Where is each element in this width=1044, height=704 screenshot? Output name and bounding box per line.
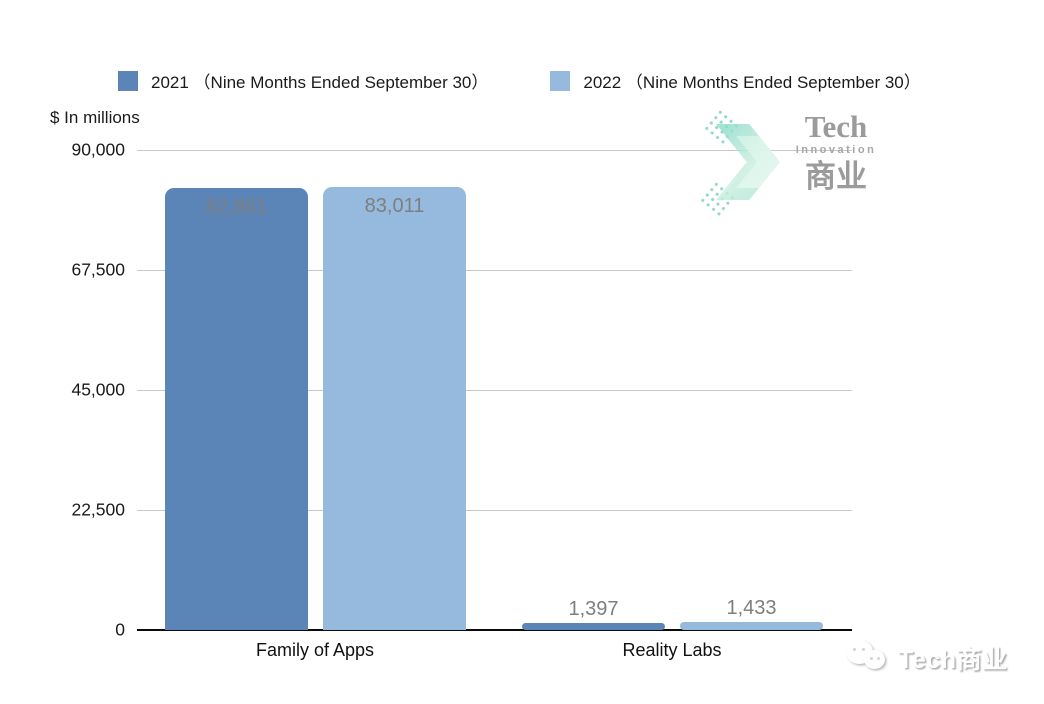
gridline-22500	[137, 510, 852, 511]
bar-value-reality-labs-2021: 1,397	[568, 597, 619, 620]
legend-swatch-2021	[118, 70, 138, 91]
footer-watermark-text: Tech商业	[898, 646, 1008, 674]
plot-area: 90,000 67,500 45,000 22,500 0 82,861 83,…	[71, 140, 853, 660]
legend-item-2022: 2022 （Nine Months Ended September 30）	[550, 68, 921, 93]
y-tick-45000: 45,000	[71, 379, 125, 400]
bar-value-reality-labs-2022: 1,433	[726, 597, 777, 620]
legend-item-2021: 2021 （Nine Months Ended September 30）	[118, 68, 488, 93]
legend-label-2021: 2021 （Nine Months Ended September 30）	[151, 73, 489, 92]
gridline-45000	[137, 390, 852, 391]
gridline-90000	[137, 150, 852, 151]
legend-swatch-2022	[550, 70, 571, 91]
x-label-family-of-apps: Family of Apps	[255, 640, 375, 660]
x-axis-line	[137, 628, 852, 631]
chat-bubble-large	[846, 640, 873, 664]
y-tick-67500: 67,500	[71, 259, 125, 280]
bar-value-family-of-apps-2021: 82,861	[205, 196, 268, 219]
y-tick-90000: 90,000	[71, 139, 125, 160]
bar-reality-labs-2022: 1,433	[680, 597, 823, 630]
logo-dots-decoration	[703, 107, 743, 147]
chat-bubble-small	[864, 650, 885, 669]
bar-family-of-apps-2022: 83,011	[323, 187, 466, 630]
chart-legend: 2021 （Nine Months Ended September 30） 20…	[118, 68, 921, 93]
y-axis-title: $ In millions	[50, 108, 140, 127]
bar-reality-labs-2021: 1,397	[522, 598, 665, 630]
x-label-reality-labs: Reality Labs	[622, 640, 722, 660]
footer-watermark: Tech商业	[846, 638, 1008, 678]
y-tick-22500: 22,500	[71, 499, 125, 520]
legend-label-2022: 2022 （Nine Months Ended September 30）	[583, 73, 921, 92]
bar-family-of-apps-2021: 82,861	[165, 188, 308, 630]
y-tick-0: 0	[115, 619, 125, 640]
gridline-67500	[137, 270, 852, 271]
logo-tech-text: Tech	[804, 109, 868, 144]
wechat-bubbles-icon	[846, 638, 890, 678]
bar-value-family-of-apps-2022: 83,011	[364, 195, 425, 218]
